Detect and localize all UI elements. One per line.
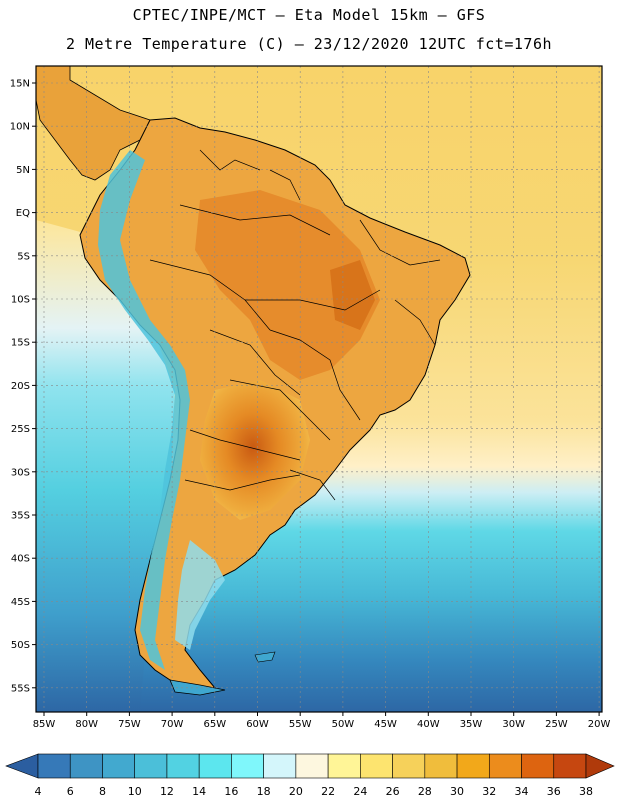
colorbar-swatch [102, 753, 136, 779]
lon-tick-label: 70W [161, 719, 184, 730]
graticule [36, 66, 602, 712]
colorbar-label: 38 [579, 785, 593, 798]
lon-tick-label: 25W [545, 719, 568, 730]
colorbar-swatch [69, 753, 103, 779]
colorbar-swatch [553, 753, 587, 779]
colorbar-label: 8 [99, 785, 106, 798]
colorbar-label: 34 [515, 785, 529, 798]
colorbar-label: 10 [128, 785, 142, 798]
lat-tick-label: 20S [11, 381, 30, 392]
lon-tick-label: 75W [118, 719, 141, 730]
lon-tick-label: 45W [374, 719, 397, 730]
latitude-axis: 15N 10N 5N EQ 5S 10S 15S 20S 25S 30S 35S 40S 45S 50S 5… [10, 79, 36, 694]
colorbar-label: 28 [418, 785, 432, 798]
map-frame [35, 65, 603, 713]
colorbar-swatch [456, 753, 490, 779]
colorbar-label: 24 [353, 785, 367, 798]
colorbar-swatch [198, 753, 232, 779]
colorbar-label: 18 [257, 785, 271, 798]
lat-tick-label: 45S [11, 597, 30, 608]
lat-tick-label: 15N [10, 79, 30, 90]
falkland-islands [254, 651, 276, 663]
colorbar-label: 16 [224, 785, 238, 798]
colorbar-label: 12 [160, 785, 174, 798]
lon-tick-label: 60W [246, 719, 269, 730]
colorbar-label: 26 [386, 785, 400, 798]
colorbar-labels: 4 6 8 10 12 14 16 18 20 22 24 26 28 30 32 34 36 38 [35, 785, 594, 798]
colorbar-swatch [134, 753, 168, 779]
colorbar-label: 22 [321, 785, 335, 798]
patagonia-cool-zone [175, 540, 225, 650]
lon-tick-label: 30W [502, 719, 525, 730]
lat-tick-label: EQ [16, 208, 30, 219]
colorbar-swatch [521, 753, 555, 779]
colorbar-swatch [360, 753, 393, 779]
lat-tick-label: 5S [17, 251, 30, 262]
colorbar-label: 6 [67, 785, 74, 798]
colorbar-under-arrow [5, 753, 39, 779]
lon-tick-label: 55W [289, 719, 312, 730]
lat-tick-label: 55S [11, 683, 30, 694]
pacific-ocean-field [36, 220, 175, 712]
country-borders [149, 149, 441, 501]
colorbar-swatch [392, 753, 426, 779]
colorbar-swatch [488, 753, 522, 779]
colorbar-label: 36 [547, 785, 561, 798]
lon-tick-label: 80W [75, 719, 98, 730]
colorbar-label: 30 [450, 785, 464, 798]
map-area [36, 66, 602, 712]
lon-tick-label: 50W [332, 719, 355, 730]
lat-tick-label: 35S [11, 511, 30, 522]
lon-tick-label: 40W [417, 719, 440, 730]
lon-tick-label: 35W [460, 719, 483, 730]
colorbar-over-arrow [585, 753, 615, 779]
lon-tick-label: 65W [203, 719, 226, 730]
lon-tick-label: 20W [588, 719, 611, 730]
colorbar-swatch [166, 753, 200, 779]
title-line-2: 2 Metre Temperature (C) – 23/12/2020 12U… [65, 35, 553, 53]
colorbar [5, 753, 615, 779]
colorbar-label: 14 [192, 785, 206, 798]
colorbar-swatch [295, 753, 329, 779]
colorbar-swatch [327, 753, 361, 779]
colorbar-label: 4 [35, 785, 42, 798]
colorbar-swatch [37, 753, 71, 779]
lat-tick-label: 25S [11, 424, 30, 435]
lon-tick-label: 85W [33, 719, 56, 730]
colorbar-swatch [263, 753, 297, 779]
central-america-land [36, 66, 161, 181]
hot-region-chaco [200, 380, 310, 520]
longitude-axis: 85W 80W 75W 70W 65W 60W 55W 50W 45W 40W 35W 30W 25W 2… [33, 712, 611, 730]
colorbar-swatch [424, 753, 458, 779]
lat-tick-label: 15S [11, 338, 30, 349]
lat-tick-label: 5N [16, 165, 30, 176]
hot-region-central [330, 260, 375, 330]
andes-cool-band [98, 150, 190, 670]
lat-tick-label: 50S [11, 640, 30, 651]
colorbar-swatch [231, 753, 264, 779]
title-line-1: CPTEC/INPE/MCT – Eta Model 15km – GFS [132, 6, 486, 24]
lat-tick-label: 30S [11, 467, 30, 478]
lat-tick-label: 40S [11, 554, 30, 565]
lat-tick-label: 10S [11, 295, 30, 306]
colorbar-label: 20 [289, 785, 303, 798]
hot-region-amazon [195, 190, 380, 380]
colorbar-label: 32 [482, 785, 496, 798]
lat-tick-label: 10N [10, 122, 30, 133]
